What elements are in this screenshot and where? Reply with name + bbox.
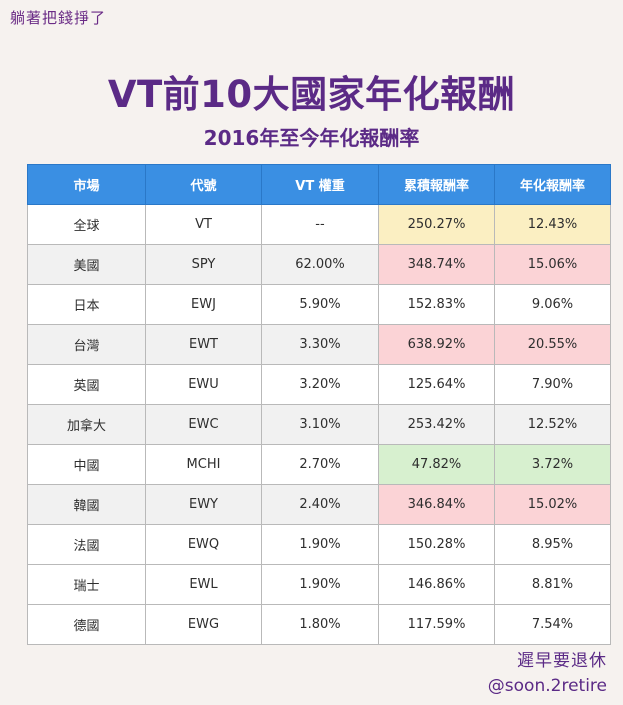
cell-annualized: 15.02% <box>494 484 611 525</box>
cell-cumulative: 150.28% <box>378 524 495 565</box>
cell-market: 日本 <box>27 284 146 325</box>
cell-weight: 3.10% <box>261 404 379 445</box>
table-row: 韓國 EWY 2.40% 346.84% 15.02% <box>27 484 611 525</box>
social-handle: @soon.2retire <box>487 676 607 696</box>
brand-bottom-text: 遲早要退休 <box>517 651 607 671</box>
table-row: 法國 EWQ 1.90% 150.28% 8.95% <box>27 524 611 565</box>
cell-market: 台灣 <box>27 324 146 365</box>
cell-market: 德國 <box>27 604 146 645</box>
table-row: 德國 EWG 1.80% 117.59% 7.54% <box>27 604 611 645</box>
page-title: VT前10大國家年化報酬 <box>107 73 516 116</box>
cell-market: 中國 <box>27 444 146 485</box>
cell-market: 瑞士 <box>27 564 146 605</box>
column-header-market: 市場 <box>27 164 146 205</box>
column-header-annualized: 年化報酬率 <box>494 164 611 205</box>
cell-cumulative: 152.83% <box>378 284 495 325</box>
cell-ticker: EWC <box>145 404 262 445</box>
cell-cumulative: 125.64% <box>378 364 495 405</box>
table-header: 市場 代號 VT 權重 累積報酬率 年化報酬率 <box>27 164 611 205</box>
cell-market: 韓國 <box>27 484 146 525</box>
page-subtitle: 2016年至今年化報酬率 <box>203 126 420 150</box>
cell-weight: 3.30% <box>261 324 379 365</box>
cell-weight: 3.20% <box>261 364 379 405</box>
cell-weight: 62.00% <box>261 244 379 285</box>
cell-annualized: 15.06% <box>494 244 611 285</box>
cell-ticker: VT <box>145 204 262 245</box>
cell-annualized: 12.52% <box>494 404 611 445</box>
cell-weight: 1.90% <box>261 524 379 565</box>
returns-table: 市場 代號 VT 權重 累積報酬率 年化報酬率 全球 VT -- 250.27%… <box>27 164 611 645</box>
cell-cumulative: 253.42% <box>378 404 495 445</box>
cell-cumulative: 47.82% <box>378 444 495 485</box>
table-row: 台灣 EWT 3.30% 638.92% 20.55% <box>27 324 611 365</box>
table-row: 英國 EWU 3.20% 125.64% 7.90% <box>27 364 611 405</box>
cell-market: 英國 <box>27 364 146 405</box>
cell-market: 法國 <box>27 524 146 565</box>
table-row: 加拿大 EWC 3.10% 253.42% 12.52% <box>27 404 611 445</box>
cell-annualized: 8.95% <box>494 524 611 565</box>
cell-market: 全球 <box>27 204 146 245</box>
cell-cumulative: 117.59% <box>378 604 495 645</box>
cell-cumulative: 346.84% <box>378 484 495 525</box>
cell-annualized: 8.81% <box>494 564 611 605</box>
cell-ticker: EWJ <box>145 284 262 325</box>
cell-cumulative: 250.27% <box>378 204 495 245</box>
cell-ticker: EWG <box>145 604 262 645</box>
table-body: 全球 VT -- 250.27% 12.43% 美國 SPY 62.00% 34… <box>27 204 611 645</box>
cell-ticker: EWY <box>145 484 262 525</box>
cell-cumulative: 638.92% <box>378 324 495 365</box>
brand-top-text: 躺著把錢掙了 <box>10 9 107 27</box>
cell-ticker: EWU <box>145 364 262 405</box>
cell-cumulative: 146.86% <box>378 564 495 605</box>
table-row: 全球 VT -- 250.27% 12.43% <box>27 204 611 245</box>
cell-weight: -- <box>261 204 379 245</box>
table-row: 中國 MCHI 2.70% 47.82% 3.72% <box>27 444 611 485</box>
cell-annualized: 20.55% <box>494 324 611 365</box>
cell-weight: 5.90% <box>261 284 379 325</box>
table-header-row: 市場 代號 VT 權重 累積報酬率 年化報酬率 <box>27 164 611 205</box>
cell-annualized: 12.43% <box>494 204 611 245</box>
cell-annualized: 7.54% <box>494 604 611 645</box>
cell-weight: 1.90% <box>261 564 379 605</box>
column-header-ticker: 代號 <box>145 164 262 205</box>
cell-market: 美國 <box>27 244 146 285</box>
cell-annualized: 7.90% <box>494 364 611 405</box>
table-row: 美國 SPY 62.00% 348.74% 15.06% <box>27 244 611 285</box>
table-row: 日本 EWJ 5.90% 152.83% 9.06% <box>27 284 611 325</box>
cell-market: 加拿大 <box>27 404 146 445</box>
cell-ticker: EWQ <box>145 524 262 565</box>
column-header-cumulative: 累積報酬率 <box>378 164 495 205</box>
cell-cumulative: 348.74% <box>378 244 495 285</box>
table-row: 瑞士 EWL 1.90% 146.86% 8.81% <box>27 564 611 605</box>
cell-ticker: MCHI <box>145 444 262 485</box>
cell-weight: 1.80% <box>261 604 379 645</box>
cell-ticker: EWT <box>145 324 262 365</box>
cell-ticker: SPY <box>145 244 262 285</box>
cell-weight: 2.40% <box>261 484 379 525</box>
column-header-weight: VT 權重 <box>261 164 379 205</box>
cell-ticker: EWL <box>145 564 262 605</box>
cell-weight: 2.70% <box>261 444 379 485</box>
cell-annualized: 9.06% <box>494 284 611 325</box>
cell-annualized: 3.72% <box>494 444 611 485</box>
